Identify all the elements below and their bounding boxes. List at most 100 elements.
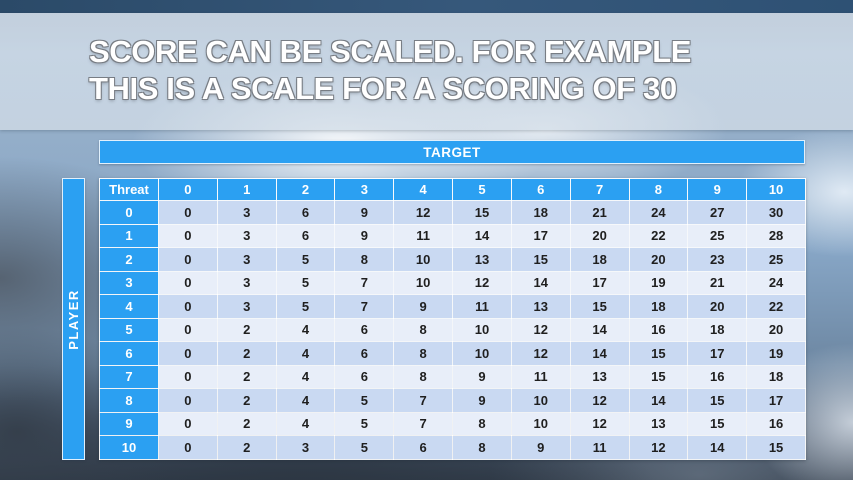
- score-cell: 11: [569, 435, 630, 460]
- score-cell: 27: [687, 200, 748, 225]
- score-cell: 9: [334, 200, 395, 225]
- table-row: 4 0 3 5 7 9 11 13 15 18 20 22: [99, 294, 806, 319]
- score-cell: 8: [334, 247, 395, 272]
- score-cell: 22: [628, 223, 689, 248]
- row-header-0: 0: [99, 200, 159, 225]
- score-cell: 5: [275, 247, 336, 272]
- score-cell: 6: [334, 317, 395, 342]
- score-cell: 2: [216, 435, 277, 460]
- score-cell: 6: [393, 435, 454, 460]
- title-line-1: SCORE CAN BE SCALED. FOR EXAMPLE: [89, 34, 692, 69]
- col-header-9: 9: [687, 178, 748, 201]
- score-cell: 22: [746, 294, 806, 319]
- score-cell: 15: [452, 200, 512, 225]
- score-cell: 4: [275, 317, 336, 342]
- table-row: 3 0 3 5 7 10 12 14 17 19 21 24: [99, 270, 806, 295]
- row-header-8: 8: [99, 388, 159, 413]
- score-cell: 3: [216, 247, 277, 272]
- score-cell: 14: [510, 270, 571, 295]
- score-cell: 16: [628, 317, 689, 342]
- score-cell: 0: [158, 364, 218, 389]
- score-cell: 7: [334, 270, 395, 295]
- score-cell: 3: [216, 270, 277, 295]
- row-header-9: 9: [99, 411, 159, 436]
- player-label: PLAYER: [66, 288, 82, 350]
- score-cell: 11: [452, 294, 512, 319]
- score-cell: 3: [216, 294, 277, 319]
- score-cell: 0: [158, 200, 218, 225]
- score-cell: 0: [158, 247, 218, 272]
- table-row: 2 0 3 5 8 10 13 15 18 20 23 25: [99, 247, 806, 272]
- score-cell: 2: [216, 341, 277, 366]
- score-cell: 15: [628, 341, 689, 366]
- col-header-5: 5: [452, 178, 512, 201]
- score-cell: 20: [628, 247, 689, 272]
- col-header-10: 10: [746, 178, 806, 201]
- col-header-1: 1: [216, 178, 277, 201]
- score-cell: 11: [393, 223, 454, 248]
- score-cell: 10: [510, 411, 571, 436]
- row-header-4: 4: [99, 294, 159, 319]
- score-cell: 12: [569, 411, 630, 436]
- score-cell: 18: [746, 364, 806, 389]
- score-cell: 23: [687, 247, 748, 272]
- score-cell: 9: [452, 388, 512, 413]
- score-cell: 12: [393, 200, 454, 225]
- score-cell: 10: [452, 317, 512, 342]
- score-cell: 2: [216, 388, 277, 413]
- table-row: 10 0 2 3 5 6 8 9 11 12 14 15: [99, 435, 806, 460]
- score-cell: 14: [687, 435, 748, 460]
- score-cell: 15: [687, 411, 748, 436]
- table-row: 8 0 2 4 5 7 9 10 12 14 15 17: [99, 388, 806, 413]
- score-cell: 8: [452, 411, 512, 436]
- score-cell: 16: [687, 364, 748, 389]
- score-cell: 2: [216, 364, 277, 389]
- score-cell: 18: [628, 294, 689, 319]
- col-header-2: 2: [275, 178, 336, 201]
- score-cell: 15: [569, 294, 630, 319]
- player-header-bar: PLAYER: [62, 178, 85, 460]
- table-row: 7 0 2 4 6 8 9 11 13 15 16 18: [99, 364, 806, 389]
- column-header-row: Threat 0 1 2 3 4 5 6 7 8 9 10: [99, 178, 806, 201]
- score-cell: 10: [452, 341, 512, 366]
- score-cell: 17: [510, 223, 571, 248]
- score-cell: 25: [746, 247, 806, 272]
- score-cell: 13: [569, 364, 630, 389]
- score-cell: 20: [687, 294, 748, 319]
- score-cell: 12: [510, 317, 571, 342]
- table-body: 0 0 3 6 9 12 15 18 21 24 27 30 1 0 3 6 9 11 14 17 20 22 25 28 2 0…: [99, 200, 806, 460]
- score-cell: 5: [334, 388, 395, 413]
- score-cell: 14: [569, 317, 630, 342]
- score-cell: 14: [452, 223, 512, 248]
- table-row: 0 0 3 6 9 12 15 18 21 24 27 30: [99, 200, 806, 225]
- col-header-3: 3: [334, 178, 395, 201]
- col-header-4: 4: [393, 178, 454, 201]
- score-cell: 8: [393, 317, 454, 342]
- row-header-3: 3: [99, 270, 159, 295]
- sky-top-strip: [0, 0, 853, 13]
- score-cell: 4: [275, 411, 336, 436]
- score-cell: 16: [746, 411, 806, 436]
- score-cell: 25: [687, 223, 748, 248]
- title-line-2: THIS IS A SCALE FOR A SCORING OF 30: [89, 71, 677, 106]
- score-cell: 17: [687, 341, 748, 366]
- score-cell: 21: [569, 200, 630, 225]
- score-cell: 5: [275, 270, 336, 295]
- score-cell: 13: [628, 411, 689, 436]
- score-cell: 0: [158, 294, 218, 319]
- score-cell: 6: [334, 364, 395, 389]
- score-cell: 15: [628, 364, 689, 389]
- score-cell: 3: [216, 223, 277, 248]
- score-cell: 0: [158, 270, 218, 295]
- score-cell: 8: [393, 364, 454, 389]
- score-cell: 9: [452, 364, 512, 389]
- score-cell: 17: [569, 270, 630, 295]
- score-cell: 3: [275, 435, 336, 460]
- table-row: 9 0 2 4 5 7 8 10 12 13 15 16: [99, 411, 806, 436]
- score-cell: 13: [510, 294, 571, 319]
- score-cell: 10: [510, 388, 571, 413]
- score-cell: 11: [510, 364, 571, 389]
- score-cell: 2: [216, 411, 277, 436]
- title-band: [0, 13, 853, 130]
